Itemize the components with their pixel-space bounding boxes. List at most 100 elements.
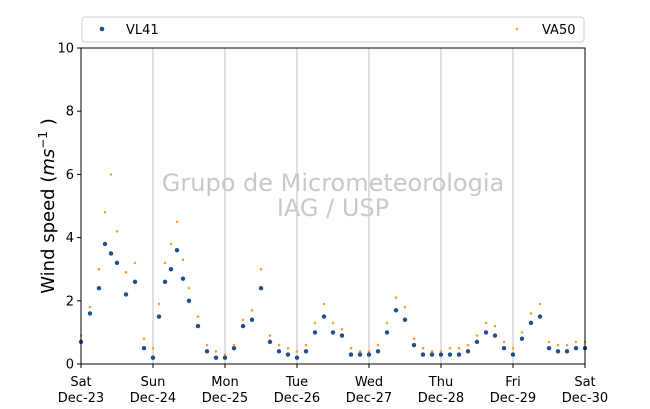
point-va50 <box>430 350 434 353</box>
x-tick-label-day: Wed <box>355 375 383 390</box>
point-va50 <box>304 343 308 347</box>
point-va50 <box>163 261 167 265</box>
series-va50-points <box>79 173 587 356</box>
point-vl41 <box>222 355 228 360</box>
x-tick-label-day: Sat <box>574 375 595 390</box>
y-tick-label: 8 <box>66 105 74 120</box>
point-vl41 <box>150 355 156 360</box>
point-va50 <box>268 334 272 337</box>
x-tick-label-day: Mon <box>211 375 238 390</box>
point-va50 <box>133 261 137 265</box>
point-vl41 <box>465 349 471 354</box>
x-tick-label-date: Dec-29 <box>490 391 536 406</box>
point-vl41 <box>555 349 561 354</box>
point-va50 <box>556 343 560 347</box>
grid-lines <box>152 48 514 364</box>
point-vl41 <box>108 251 114 256</box>
point-va50 <box>115 229 119 233</box>
point-vl41 <box>393 308 399 313</box>
point-va50 <box>340 327 344 331</box>
point-vl41 <box>456 352 462 357</box>
point-vl41 <box>447 352 453 357</box>
legend-box <box>81 16 585 43</box>
point-va50 <box>565 343 569 347</box>
point-vl41 <box>339 333 345 338</box>
point-va50 <box>295 350 299 353</box>
point-vl41 <box>519 336 525 341</box>
x-tick-label-day: Sat <box>70 375 91 390</box>
point-va50 <box>547 340 551 344</box>
point-vl41 <box>546 346 552 351</box>
point-va50 <box>385 321 389 325</box>
point-va50 <box>484 321 488 325</box>
point-vl41 <box>366 352 372 357</box>
point-vl41 <box>162 279 168 285</box>
point-va50 <box>181 258 185 262</box>
point-va50 <box>412 337 416 341</box>
x-tick-label-date: Dec-24 <box>130 391 176 406</box>
point-va50 <box>187 286 191 290</box>
legend-marker-va50 <box>515 27 519 31</box>
point-vl41 <box>321 314 327 319</box>
point-va50 <box>475 334 479 337</box>
point-vl41 <box>330 330 336 335</box>
point-va50 <box>286 346 290 350</box>
point-va50 <box>151 346 155 350</box>
point-va50 <box>349 346 353 350</box>
point-va50 <box>205 343 209 347</box>
point-vl41 <box>87 311 93 316</box>
point-va50 <box>157 302 161 306</box>
plot-frame <box>80 47 586 365</box>
point-vl41 <box>123 292 129 297</box>
point-va50 <box>367 350 371 353</box>
point-va50 <box>502 340 506 344</box>
y-tick-label: 0 <box>66 358 74 373</box>
point-vl41 <box>240 323 246 329</box>
legend-label-vl41: VL41 <box>126 23 159 38</box>
point-va50 <box>466 343 470 347</box>
point-vl41 <box>96 285 102 291</box>
point-va50 <box>313 321 317 325</box>
x-tick-label-day: Thu <box>428 375 453 390</box>
point-vl41 <box>312 330 318 335</box>
y-axis: 0 2 4 6 8 10 <box>57 42 81 373</box>
point-va50 <box>232 343 236 347</box>
x-tick-label-date: Dec-28 <box>418 391 464 406</box>
point-va50 <box>277 343 281 347</box>
point-va50 <box>394 296 398 299</box>
point-vl41 <box>294 355 300 360</box>
point-vl41 <box>168 267 174 272</box>
y-axis-label: Wind speed (ms−1 ) <box>36 118 59 293</box>
watermark-line-1: Grupo de Micrometeorologia <box>162 169 504 197</box>
point-vl41 <box>180 276 186 281</box>
point-vl41 <box>348 352 354 357</box>
point-vl41 <box>357 352 363 357</box>
x-tick-label-day: Sun <box>141 375 166 390</box>
point-vl41 <box>375 349 381 354</box>
point-va50 <box>331 321 335 325</box>
point-va50 <box>250 308 254 312</box>
point-vl41 <box>156 314 162 319</box>
y-tick-label: 10 <box>57 42 74 57</box>
point-vl41 <box>384 330 390 335</box>
point-vl41 <box>186 298 192 303</box>
point-vl41 <box>132 279 138 285</box>
x-tick-label-date: Dec-26 <box>274 391 320 406</box>
point-vl41 <box>429 352 435 357</box>
point-va50 <box>448 346 452 350</box>
legend: VL41 VA50 <box>81 16 585 43</box>
point-va50 <box>124 271 128 274</box>
point-va50 <box>169 242 173 246</box>
point-va50 <box>322 302 326 306</box>
point-va50 <box>142 337 146 341</box>
point-va50 <box>376 343 380 347</box>
point-va50 <box>403 305 407 309</box>
point-vl41 <box>174 248 180 253</box>
point-va50 <box>520 331 524 334</box>
y-tick-label: 6 <box>66 168 74 183</box>
point-va50 <box>214 350 218 353</box>
point-vl41 <box>411 342 417 348</box>
y-tick-label: 4 <box>66 231 74 246</box>
point-va50 <box>97 267 101 271</box>
